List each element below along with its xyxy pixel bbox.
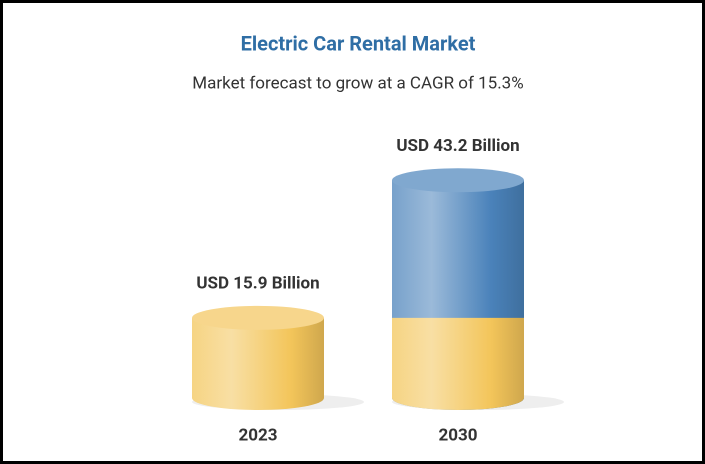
cylinder-top [192,305,324,330]
value-label: USD 43.2 Billion [396,136,519,156]
cylinder-top [392,168,524,193]
value-label: USD 15.9 Billion [196,273,319,293]
bar [192,317,324,398]
x-tick-label: 2030 [438,425,477,445]
chart-title: Electric Car Rental Market [241,31,476,55]
x-tick-label: 2023 [238,425,277,445]
base-segment [392,317,524,398]
chart-subtitle: Market forecast to grow at a CAGR of 15.… [192,73,523,93]
